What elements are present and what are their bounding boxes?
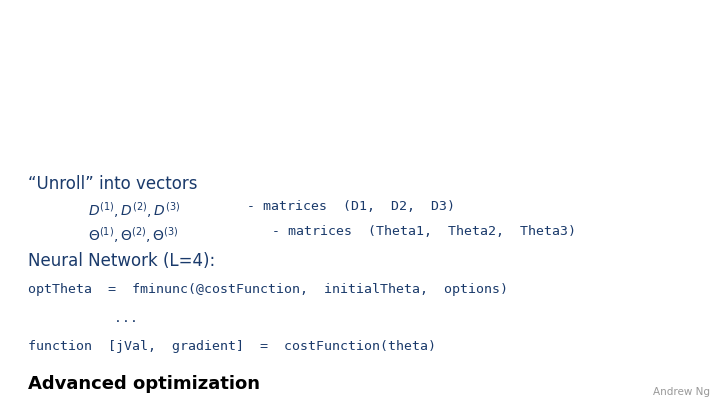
- Text: “Unroll” into vectors: “Unroll” into vectors: [28, 175, 197, 193]
- Text: Andrew Ng: Andrew Ng: [653, 387, 710, 397]
- Text: function  [jVal,  gradient]  =  costFunction(theta): function [jVal, gradient] = costFunction…: [28, 340, 436, 353]
- Text: optTheta  =  fminunc(@costFunction,  initialTheta,  options): optTheta = fminunc(@costFunction, initia…: [28, 283, 508, 296]
- Text: - matrices  (Theta1,  Theta2,  Theta3): - matrices (Theta1, Theta2, Theta3): [272, 225, 576, 238]
- Text: ...: ...: [90, 312, 138, 325]
- Text: - matrices  (D1,  D2,  D3): - matrices (D1, D2, D3): [247, 200, 455, 213]
- Text: Advanced optimization: Advanced optimization: [28, 375, 260, 393]
- Text: $D^{(1)},D^{(2)},D^{(3)}$: $D^{(1)},D^{(2)},D^{(3)}$: [88, 200, 180, 220]
- Text: Neural Network (L=4):: Neural Network (L=4):: [28, 252, 215, 270]
- Text: $\Theta^{(1)},\Theta^{(2)},\Theta^{(3)}$: $\Theta^{(1)},\Theta^{(2)},\Theta^{(3)}$: [88, 225, 179, 245]
